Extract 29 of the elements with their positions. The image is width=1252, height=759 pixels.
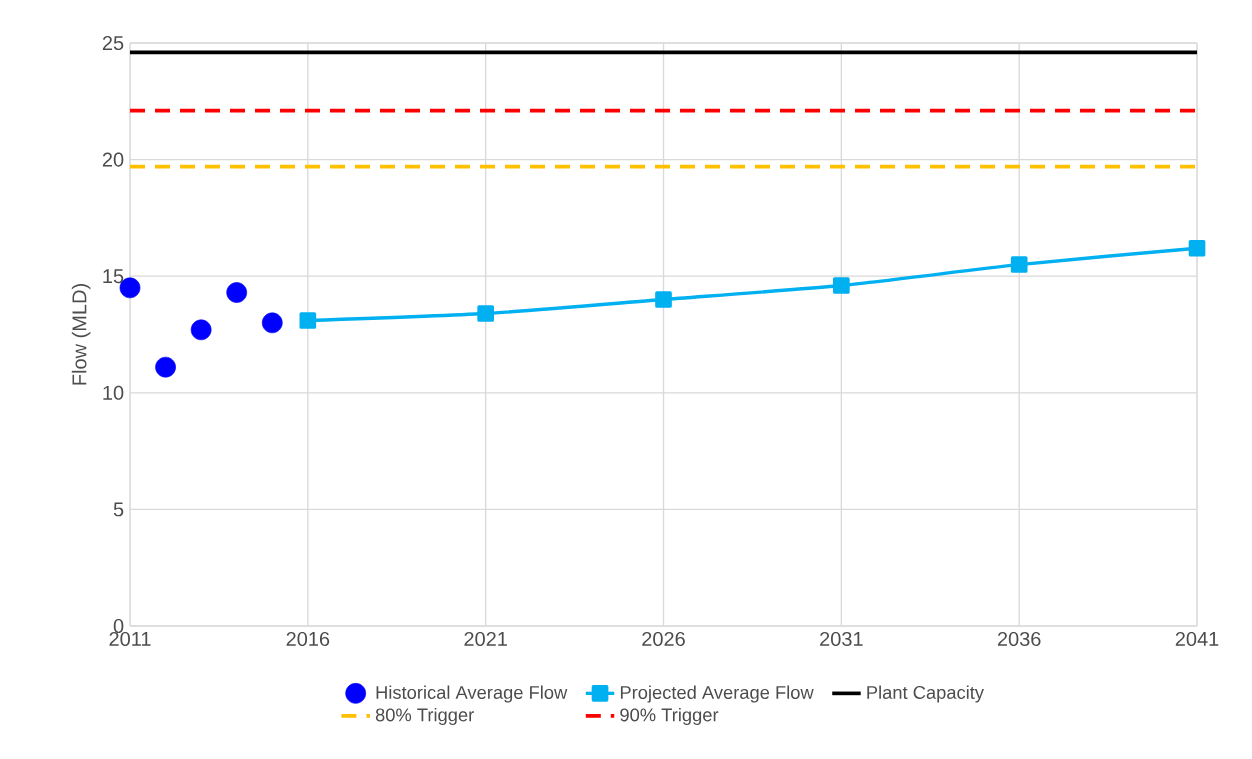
- y-tick-label: 10: [103, 385, 124, 400]
- x-tick-label: 2016: [286, 631, 330, 647]
- legend-label: 80% Trigger: [375, 707, 474, 725]
- y-axis-title: Flow (MLD): [71, 284, 91, 385]
- y-tick-label: 5: [113, 502, 124, 517]
- x-tick-label: 2011: [109, 631, 151, 647]
- point: [655, 291, 672, 308]
- point: [833, 277, 850, 294]
- point: [226, 282, 248, 303]
- y-tick-label: 25: [102, 35, 124, 51]
- y-tick-label: 0: [113, 618, 124, 634]
- legend-label: 90% Trigger: [620, 707, 719, 725]
- point: [155, 356, 176, 378]
- point: [1188, 239, 1206, 257]
- x-tick-label: 2041: [1175, 631, 1219, 647]
- x-tick-label: 2026: [642, 631, 685, 647]
- legend-label: Projected Average Flow: [620, 685, 814, 703]
- point: [190, 319, 212, 341]
- y-tick-label: 15: [103, 269, 124, 284]
- point: [261, 312, 283, 334]
- x-tick-label: 2031: [820, 631, 863, 647]
- point: [1010, 256, 1028, 273]
- y-tick-label: 20: [102, 152, 124, 167]
- x-tick-label: 2021: [464, 631, 507, 647]
- point: [477, 305, 495, 322]
- point: [299, 312, 317, 329]
- x-tick-label: 2036: [997, 631, 1041, 647]
- legend-label: Historical Average Flow: [376, 685, 568, 703]
- legend-label: Plant Capacity: [867, 685, 984, 703]
